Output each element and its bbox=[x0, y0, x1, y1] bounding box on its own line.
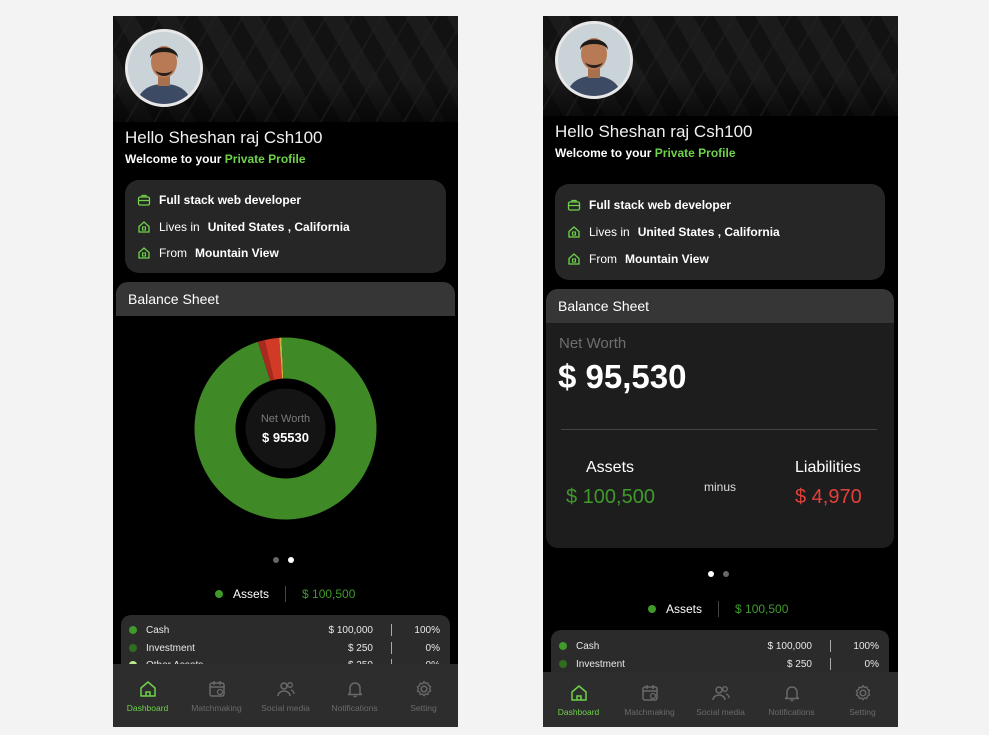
table-row[interactable]: Investment $ 250 0% bbox=[129, 640, 440, 656]
net-worth-donut[interactable]: Net Worth $ 95530 bbox=[194, 337, 377, 520]
row-color-dot bbox=[559, 660, 567, 668]
private-profile-highlight: Private Profile bbox=[654, 146, 736, 160]
nav-dashboard[interactable]: Dashboard bbox=[113, 664, 182, 727]
balance-sheet-header: Balance Sheet bbox=[546, 289, 894, 323]
avatar[interactable] bbox=[555, 21, 633, 99]
assets-legend[interactable]: Assets $ 100,500 bbox=[215, 586, 355, 602]
divider bbox=[561, 429, 877, 430]
row-color-dot bbox=[129, 644, 137, 652]
bell-icon bbox=[347, 681, 362, 697]
donut-center bbox=[245, 388, 326, 469]
table-row[interactable]: Cash $ 100,000 100% bbox=[559, 638, 879, 654]
bottom-nav: Dashboard Matchmaking Social media Notif… bbox=[543, 672, 898, 727]
lives-value: United States , California bbox=[207, 220, 350, 234]
assets-legend-dot bbox=[648, 605, 656, 613]
from-row: From Mountain View bbox=[137, 246, 279, 260]
balance-sheet-card: Balance Sheet bbox=[546, 289, 894, 548]
nav-notifications[interactable]: Notifications bbox=[756, 672, 827, 727]
private-profile-highlight: Private Profile bbox=[224, 152, 306, 166]
from-value: Mountain View bbox=[195, 246, 279, 260]
briefcase-icon bbox=[567, 198, 581, 212]
minus-label: minus bbox=[704, 480, 737, 494]
home-icon bbox=[139, 680, 156, 697]
from-row: From Mountain View bbox=[567, 252, 709, 266]
profile-info-card: Full stack web developer Lives in United … bbox=[125, 180, 446, 273]
donut-net-worth-value: $ 95530 bbox=[262, 430, 309, 445]
from-value: Mountain View bbox=[625, 252, 709, 266]
home-icon bbox=[137, 246, 151, 260]
table-row[interactable]: Investment $ 250 0% bbox=[559, 656, 879, 672]
assets-legend-label: Assets bbox=[666, 602, 703, 616]
assets-legend-dot bbox=[215, 590, 223, 598]
nav-notifications[interactable]: Notifications bbox=[320, 664, 389, 727]
nav-social-media[interactable]: Social media bbox=[685, 672, 756, 727]
home-icon bbox=[137, 220, 151, 234]
bell-icon bbox=[784, 685, 799, 701]
gear-icon bbox=[855, 684, 870, 701]
donut-slice-2[interactable] bbox=[264, 337, 283, 380]
nav-matchmaking[interactable]: Matchmaking bbox=[182, 664, 251, 727]
lives-row: Lives in United States , California bbox=[137, 220, 350, 234]
nav-social-media[interactable]: Social media bbox=[251, 664, 320, 727]
donut-net-worth-label: Net Worth bbox=[260, 413, 311, 425]
donut-slice-1[interactable] bbox=[257, 339, 274, 381]
page-indicator[interactable] bbox=[273, 557, 294, 563]
donut-slice-3[interactable] bbox=[279, 337, 284, 379]
donut-chart bbox=[194, 337, 377, 520]
row-color-dot bbox=[129, 626, 137, 634]
table-row[interactable]: Cash $ 100,000 100% bbox=[129, 622, 440, 638]
page-dot[interactable] bbox=[273, 557, 279, 563]
greeting: Hello Sheshan raj Csh100 bbox=[125, 128, 323, 147]
lives-value: United States , California bbox=[637, 225, 780, 239]
bottom-nav: Dashboard Matchmaking Social media Notif… bbox=[113, 664, 458, 727]
assets-title: Assets bbox=[586, 459, 635, 476]
assets-legend-value: $ 100,500 bbox=[735, 602, 789, 616]
home-icon bbox=[570, 684, 587, 701]
gear-icon bbox=[416, 680, 431, 697]
users-icon bbox=[276, 681, 295, 696]
home-icon bbox=[567, 225, 581, 239]
lives-row: Lives in United States , California bbox=[567, 225, 780, 239]
liabilities-value: $ 4,970 bbox=[795, 486, 862, 508]
row-color-dot bbox=[559, 642, 567, 650]
assets-value: $ 100,500 bbox=[566, 486, 655, 508]
assets-legend[interactable]: Assets $ 100,500 bbox=[648, 601, 788, 617]
profile-info-card: Full stack web developer Lives in United … bbox=[555, 184, 885, 280]
donut-slice-0[interactable] bbox=[194, 337, 377, 520]
avatar[interactable] bbox=[125, 29, 203, 107]
page-dot[interactable] bbox=[723, 571, 729, 577]
phone-screen-donut-view: Hello Sheshan raj Csh100 Welcome to your… bbox=[113, 16, 458, 727]
briefcase-icon bbox=[137, 193, 151, 207]
users-icon bbox=[711, 685, 730, 700]
welcome-text: Welcome to your Private Profile bbox=[555, 146, 736, 160]
home-icon bbox=[567, 252, 581, 266]
nav-matchmaking[interactable]: Matchmaking bbox=[614, 672, 685, 727]
greeting: Hello Sheshan raj Csh100 bbox=[555, 122, 753, 141]
donut-slice-4[interactable] bbox=[281, 337, 286, 379]
page-indicator[interactable] bbox=[708, 571, 729, 577]
assets-legend-value: $ 100,500 bbox=[302, 587, 356, 601]
nav-setting[interactable]: Setting bbox=[827, 672, 898, 727]
balance-sheet-header: Balance Sheet bbox=[116, 282, 455, 316]
nav-setting[interactable]: Setting bbox=[389, 664, 458, 727]
job-row: Full stack web developer bbox=[137, 193, 301, 207]
job-title: Full stack web developer bbox=[159, 193, 302, 207]
welcome-text: Welcome to your Private Profile bbox=[125, 152, 306, 166]
phone-screen-summary-view: Hello Sheshan raj Csh100 Welcome to your… bbox=[543, 16, 898, 727]
net-worth-value: $ 95,530 bbox=[558, 358, 687, 395]
calendar-icon bbox=[208, 680, 225, 697]
nav-dashboard[interactable]: Dashboard bbox=[543, 672, 614, 727]
job-title: Full stack web developer bbox=[589, 198, 732, 212]
assets-legend-label: Assets bbox=[233, 587, 270, 601]
liabilities-title: Liabilities bbox=[795, 459, 861, 476]
page-dot-active[interactable] bbox=[288, 557, 294, 563]
net-worth-label: Net Worth bbox=[559, 335, 627, 352]
calendar-icon bbox=[641, 684, 658, 701]
page-dot-active[interactable] bbox=[708, 571, 714, 577]
job-row: Full stack web developer bbox=[567, 198, 731, 212]
